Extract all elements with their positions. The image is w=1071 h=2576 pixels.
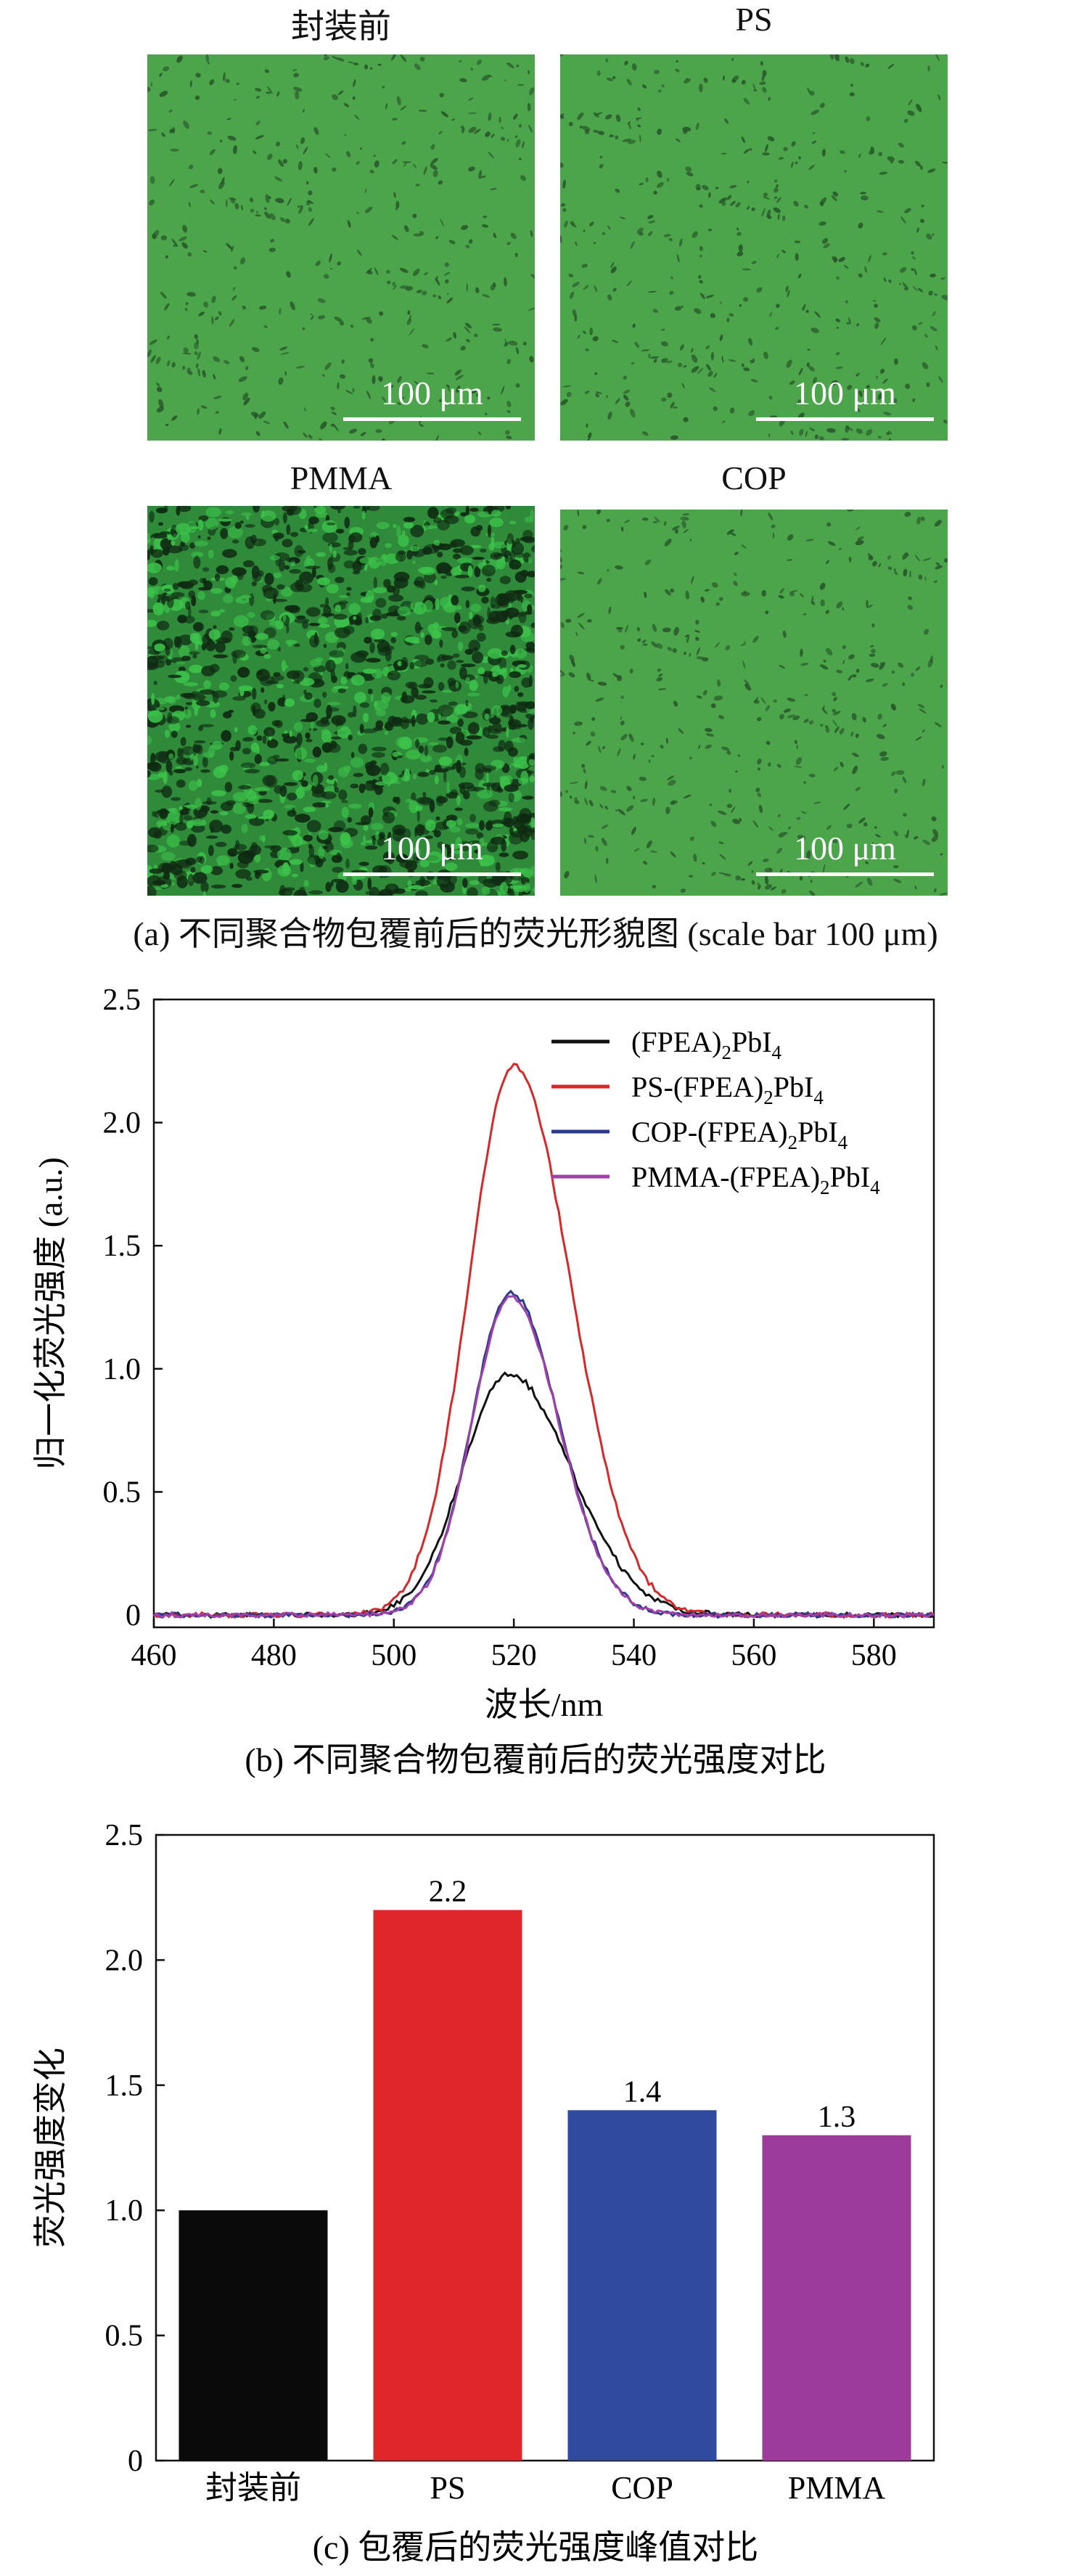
x-tick-label: PS xyxy=(430,2470,466,2506)
x-tick-label: 480 xyxy=(251,1639,297,1672)
bar-value-label: 1.3 xyxy=(818,2101,856,2134)
x-axis-label: 波长/nm xyxy=(485,1686,604,1723)
image-title-ps: PS xyxy=(735,1,773,38)
x-tick-label: 560 xyxy=(731,1639,776,1672)
fluorescence-image-pmma: 100 μm xyxy=(147,506,535,896)
plot-frame xyxy=(155,1833,935,2462)
scale-bar-label: 100 μm xyxy=(794,375,896,412)
series-lines xyxy=(152,1063,935,1619)
line-chart: 460 480 500 520 540 560 580 0 0.5 1.0 1.5 2.0 2.5 (F… xyxy=(32,984,935,1778)
legend-entry: COP-(FPEA)2PbI4 xyxy=(631,1116,848,1153)
caption-a: (a) 不同聚合物包覆前后的荧光形貌图 (scale bar 100 μm) xyxy=(133,915,938,952)
x-tick-label: 500 xyxy=(371,1639,416,1672)
bar-2 xyxy=(567,2110,717,2461)
y-tick-label: 1.0 xyxy=(103,1353,141,1386)
y-tick-label: 1.5 xyxy=(103,1230,141,1263)
image-title-pmma: PMMA xyxy=(290,459,393,496)
y-tick-label: 2.0 xyxy=(103,1107,141,1140)
y-tick-label: 0.5 xyxy=(105,2320,144,2353)
image-title-cop: COP xyxy=(721,459,787,496)
bars: 2.2 1.4 1.3 xyxy=(178,1875,911,2461)
y-axis-label: 归一化荧光强度 (a.u.) xyxy=(32,1157,69,1470)
axes: 0 0.5 1.0 1.5 2.0 2.5 封装前 PS COP PMMA xyxy=(105,1819,935,2506)
fluorescence-image-cop: 100 μm xyxy=(560,510,948,896)
axes: 460 480 500 520 540 560 580 0 0.5 1.0 1.5 2.0 2.5 xyxy=(103,984,935,1672)
legend-entry: PMMA-(FPEA)2PbI4 xyxy=(631,1161,880,1198)
y-tick-label: 1.0 xyxy=(105,2194,144,2228)
legend-entry: PS-(FPEA)2PbI4 xyxy=(631,1071,824,1108)
scale-bar xyxy=(343,872,521,876)
y-tick-label: 2.5 xyxy=(103,984,141,1017)
series-line-0 xyxy=(153,1371,935,1619)
bar-value-label: 2.2 xyxy=(429,1875,467,1908)
x-tick-label: 520 xyxy=(491,1639,537,1672)
caption-b: (b) 不同聚合物包覆前后的荧光强度对比 xyxy=(245,1741,826,1778)
y-tick-label: 2.0 xyxy=(105,1944,144,1977)
series-line-2 xyxy=(153,1289,935,1619)
plot-frame xyxy=(152,998,935,1629)
fluorescence-image-ps: 100 μm xyxy=(560,54,948,441)
x-tick-label: 460 xyxy=(131,1639,177,1672)
legend: (FPEA)2PbI4 PS-(FPEA)2PbI4 COP-(FPEA)2PbI4… xyxy=(551,1026,880,1198)
bar-3 xyxy=(762,2135,911,2461)
legend-entry: (FPEA)2PbI4 xyxy=(631,1026,782,1063)
y-tick-label: 0 xyxy=(126,1599,141,1632)
caption-c: (c) 包覆后的荧光强度峰值对比 xyxy=(313,2529,759,2566)
scale-bar-label: 100 μm xyxy=(794,830,896,867)
y-tick-label: 1.5 xyxy=(105,2069,144,2103)
scale-bar xyxy=(343,417,521,421)
y-tick-label: 0.5 xyxy=(103,1476,141,1509)
scale-bar-label: 100 μm xyxy=(381,830,483,867)
bar-0 xyxy=(178,2210,328,2461)
bar-chart: 0 0.5 1.0 1.5 2.0 2.5 封装前 PS COP PMMA 2.2 1.4 1.3 荧… xyxy=(32,1819,935,2566)
y-axis-label: 荧光强度变化 xyxy=(32,2048,69,2248)
scale-bar xyxy=(756,872,934,876)
x-tick-label: 540 xyxy=(611,1639,657,1672)
y-tick-label: 0 xyxy=(128,2445,143,2478)
series-line-3 xyxy=(153,1295,935,1619)
bar-value-label: 1.4 xyxy=(623,2075,662,2109)
bar-1 xyxy=(373,1910,522,2461)
x-tick-label: 580 xyxy=(851,1639,897,1672)
image-title-unpackaged: 封装前 xyxy=(291,8,391,45)
x-tick-label: 封装前 xyxy=(205,2470,301,2506)
y-tick-label: 2.5 xyxy=(105,1819,144,1852)
fluorescence-image-unpackaged: 100 μm xyxy=(147,54,535,441)
x-tick-label: PMMA xyxy=(788,2470,886,2506)
scale-bar xyxy=(756,417,934,421)
x-tick-label: COP xyxy=(611,2470,673,2506)
scale-bar-label: 100 μm xyxy=(381,375,483,412)
